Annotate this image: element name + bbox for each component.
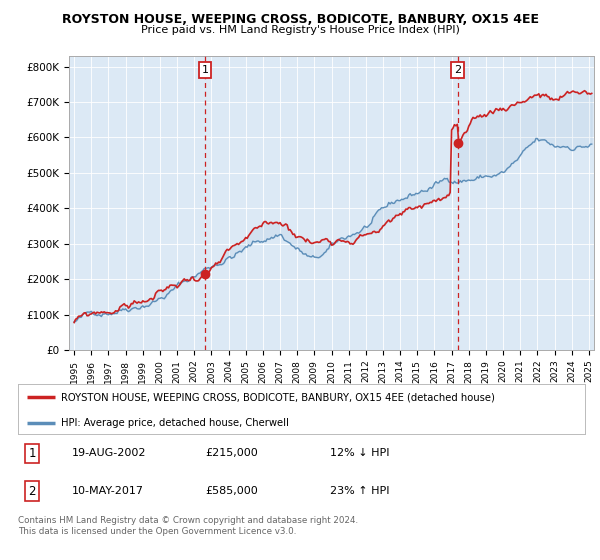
Text: 1: 1 [202, 65, 208, 75]
Text: 23% ↑ HPI: 23% ↑ HPI [330, 486, 389, 496]
Text: HPI: Average price, detached house, Cherwell: HPI: Average price, detached house, Cher… [61, 418, 289, 428]
Text: 19-AUG-2002: 19-AUG-2002 [72, 449, 146, 459]
Text: 2: 2 [28, 485, 36, 498]
Text: ROYSTON HOUSE, WEEPING CROSS, BODICOTE, BANBURY, OX15 4EE: ROYSTON HOUSE, WEEPING CROSS, BODICOTE, … [62, 13, 539, 26]
Text: Price paid vs. HM Land Registry's House Price Index (HPI): Price paid vs. HM Land Registry's House … [140, 25, 460, 35]
Text: £585,000: £585,000 [205, 486, 258, 496]
Text: 12% ↓ HPI: 12% ↓ HPI [330, 449, 389, 459]
Text: 10-MAY-2017: 10-MAY-2017 [72, 486, 144, 496]
Text: 1: 1 [28, 447, 36, 460]
Text: £215,000: £215,000 [205, 449, 258, 459]
Text: 2: 2 [454, 65, 461, 75]
Text: Contains HM Land Registry data © Crown copyright and database right 2024.
This d: Contains HM Land Registry data © Crown c… [18, 516, 358, 536]
Text: ROYSTON HOUSE, WEEPING CROSS, BODICOTE, BANBURY, OX15 4EE (detached house): ROYSTON HOUSE, WEEPING CROSS, BODICOTE, … [61, 392, 494, 402]
